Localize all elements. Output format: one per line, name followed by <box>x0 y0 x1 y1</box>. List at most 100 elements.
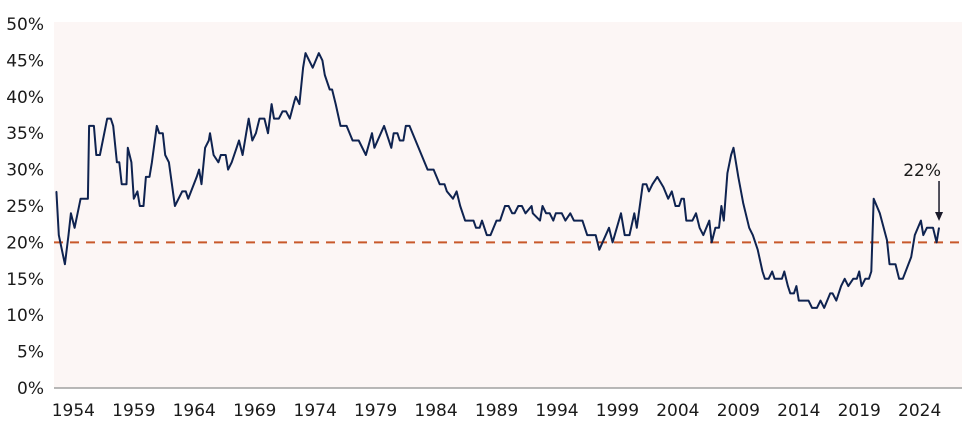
series-point <box>674 205 677 207</box>
series-point <box>121 183 123 185</box>
series-point <box>787 285 789 287</box>
series-point <box>371 132 373 134</box>
series-point <box>852 278 854 280</box>
series-point <box>196 176 198 178</box>
series-point <box>873 198 875 200</box>
series-point <box>118 161 120 163</box>
series-point <box>245 132 247 134</box>
series-point <box>702 234 704 236</box>
series-point <box>329 88 331 91</box>
series-point <box>569 212 571 214</box>
series-point <box>732 147 735 149</box>
series-point <box>58 234 60 236</box>
series-point <box>93 125 95 127</box>
y-tick-label: 30% <box>6 161 44 181</box>
y-tick-label: 25% <box>6 197 44 217</box>
series-point <box>748 227 750 229</box>
series-point <box>258 118 261 120</box>
series-point <box>402 139 405 142</box>
series-point <box>691 219 693 222</box>
series-point <box>358 139 360 142</box>
series-point <box>242 154 244 156</box>
series-point <box>752 234 754 236</box>
series-point <box>67 234 70 236</box>
series-point <box>452 198 454 200</box>
series-point <box>521 205 523 207</box>
series-point <box>443 183 446 185</box>
series-point <box>549 212 551 214</box>
series-point <box>840 285 842 287</box>
series-point <box>298 103 301 105</box>
series-point <box>680 198 683 200</box>
x-tick-label: 2004 <box>656 401 699 421</box>
series-point <box>70 212 72 214</box>
series-point <box>581 219 583 222</box>
series-point <box>204 147 206 149</box>
series-point <box>764 278 766 280</box>
x-tick-label: 2014 <box>777 401 820 421</box>
series-point <box>868 278 870 280</box>
series-point <box>771 270 773 273</box>
series-point <box>158 132 160 134</box>
series-point <box>185 190 187 193</box>
series-point <box>255 132 257 134</box>
x-tick-label: 1989 <box>475 401 518 421</box>
series-point <box>811 307 813 309</box>
series-point <box>133 198 135 200</box>
series-point <box>148 176 151 178</box>
series-point <box>225 154 227 156</box>
series-point <box>321 59 324 62</box>
series-point <box>168 161 170 163</box>
series-point <box>932 227 934 229</box>
x-tick-label: 2009 <box>717 401 760 421</box>
series-point <box>723 219 725 222</box>
x-tick-label: 1979 <box>354 401 397 421</box>
series-point <box>433 169 435 171</box>
series-point <box>365 154 367 156</box>
y-tick-label: 20% <box>6 233 44 253</box>
series-point <box>667 198 669 200</box>
series-point <box>645 183 648 185</box>
series-point <box>312 67 314 69</box>
series-point <box>285 110 287 112</box>
y-tick-label: 5% <box>17 343 44 363</box>
series-point <box>858 270 860 273</box>
series-points <box>55 52 940 309</box>
series-point <box>504 205 506 207</box>
series-point <box>472 219 475 222</box>
series-point <box>532 212 534 214</box>
series-point <box>671 190 673 193</box>
series-point <box>396 132 398 134</box>
series-point <box>656 176 658 178</box>
series-point <box>781 278 783 280</box>
x-tick-label: 2019 <box>838 401 881 421</box>
series-point <box>832 292 834 294</box>
series-point <box>187 198 189 200</box>
series-point <box>742 202 744 204</box>
series-point <box>651 183 654 185</box>
series-point <box>894 263 897 265</box>
series-point <box>524 212 527 214</box>
series-point <box>920 219 922 222</box>
series-point <box>545 212 547 214</box>
y-tick-label: 35% <box>6 124 44 144</box>
series-point <box>517 205 519 207</box>
series-point <box>227 169 229 171</box>
series-point <box>886 239 888 241</box>
series-point <box>352 139 354 142</box>
series-point <box>856 278 858 280</box>
series-point <box>683 198 685 200</box>
series-point <box>174 205 176 207</box>
series-point <box>209 132 211 134</box>
series-point <box>116 161 118 163</box>
series-point <box>795 285 797 287</box>
series-point <box>127 147 129 149</box>
series-point <box>586 234 588 236</box>
series-point <box>99 154 101 156</box>
series-point <box>499 219 501 222</box>
series-point <box>289 118 291 120</box>
series-point <box>486 234 488 236</box>
series-point <box>926 227 928 229</box>
series-point <box>767 278 770 280</box>
series-point <box>608 227 610 229</box>
